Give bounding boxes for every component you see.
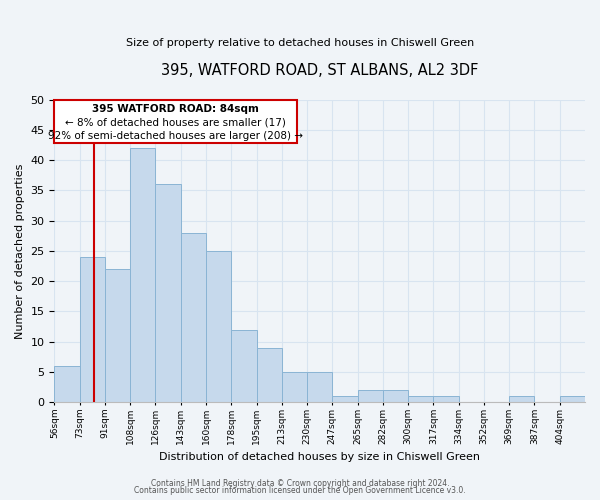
Text: 395 WATFORD ROAD: 84sqm: 395 WATFORD ROAD: 84sqm — [92, 104, 259, 115]
Bar — [332, 396, 358, 402]
Bar — [130, 148, 155, 402]
Y-axis label: Number of detached properties: Number of detached properties — [15, 163, 25, 338]
Text: Contains HM Land Registry data © Crown copyright and database right 2024.: Contains HM Land Registry data © Crown c… — [151, 478, 449, 488]
Title: 395, WATFORD ROAD, ST ALBANS, AL2 3DF: 395, WATFORD ROAD, ST ALBANS, AL2 3DF — [161, 62, 478, 78]
Bar — [257, 348, 282, 402]
Text: 92% of semi-detached houses are larger (208) →: 92% of semi-detached houses are larger (… — [48, 131, 303, 141]
Bar — [433, 396, 458, 402]
Bar — [307, 372, 332, 402]
X-axis label: Distribution of detached houses by size in Chiswell Green: Distribution of detached houses by size … — [159, 452, 480, 462]
Bar — [383, 390, 408, 402]
Text: Contains public sector information licensed under the Open Government Licence v3: Contains public sector information licen… — [134, 486, 466, 495]
Bar — [509, 396, 535, 402]
Bar — [282, 372, 307, 402]
Text: ← 8% of detached houses are smaller (17): ← 8% of detached houses are smaller (17) — [65, 118, 286, 128]
Bar — [181, 232, 206, 402]
Bar — [155, 184, 181, 402]
Text: Size of property relative to detached houses in Chiswell Green: Size of property relative to detached ho… — [126, 38, 474, 48]
Bar — [560, 396, 585, 402]
FancyBboxPatch shape — [55, 100, 297, 143]
Bar — [358, 390, 383, 402]
Bar — [206, 251, 231, 402]
Bar — [408, 396, 433, 402]
Bar — [80, 257, 105, 402]
Bar — [55, 366, 80, 402]
Bar — [105, 269, 130, 402]
Bar — [231, 330, 257, 402]
